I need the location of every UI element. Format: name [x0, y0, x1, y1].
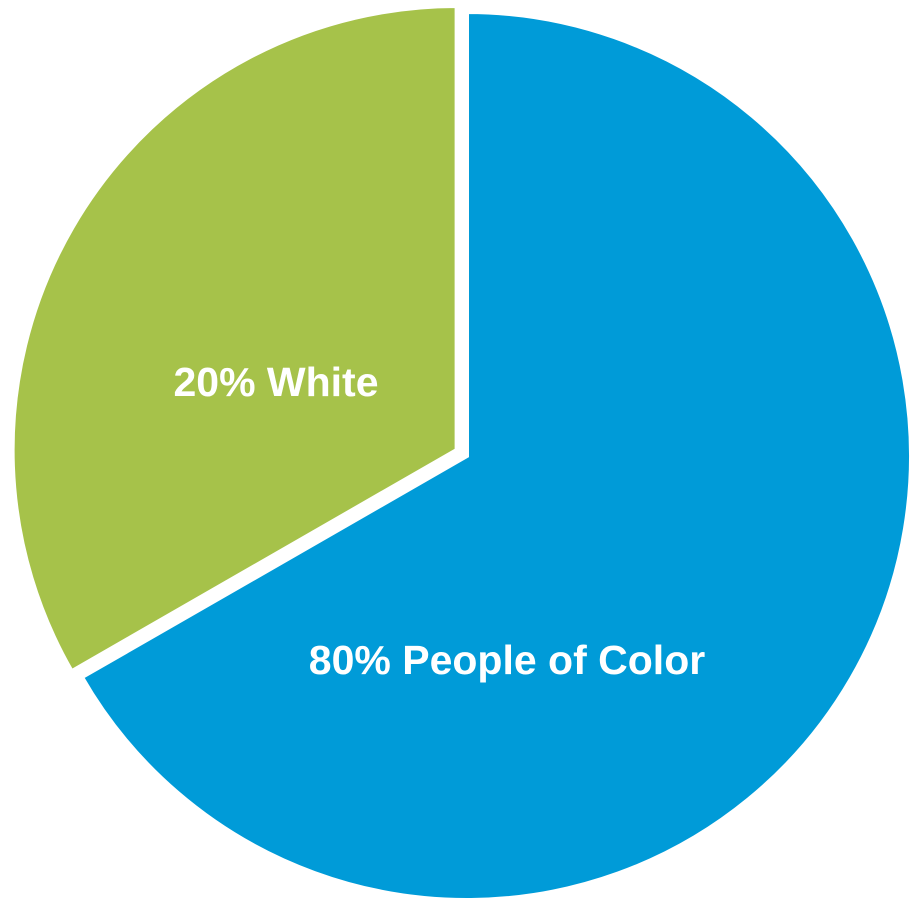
pie-slice-people-of-color: [79, 9, 913, 902]
slice-label-white: 20% White: [173, 359, 378, 405]
slice-label-people-of-color: 80% People of Color: [309, 637, 705, 683]
pie-labels: 80% People of Color 20% White: [173, 359, 705, 683]
pie-slice-white: [10, 3, 459, 674]
pie-slices: [10, 3, 913, 902]
